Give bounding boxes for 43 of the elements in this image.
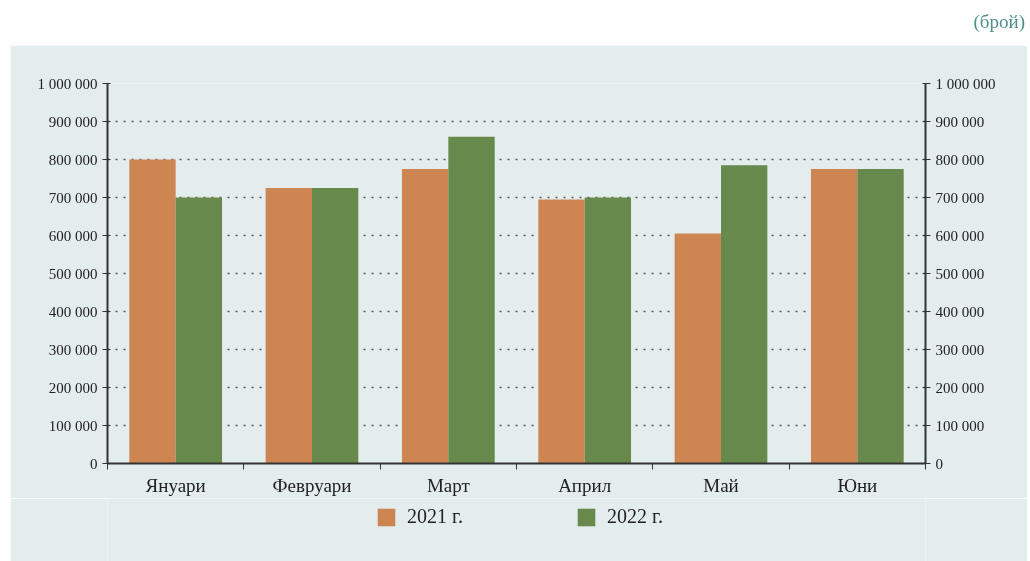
x-tick-label: Април xyxy=(558,474,612,496)
bar xyxy=(538,199,585,464)
y2-tick-label: 900 000 xyxy=(935,113,985,130)
y-tick-label: 800 000 xyxy=(48,151,98,168)
x-tick-label: Юни xyxy=(837,474,878,496)
bar xyxy=(129,159,176,464)
x-tick-label: Май xyxy=(703,474,739,496)
x-tick-label: Март xyxy=(426,474,471,496)
y-tick-label: 400 000 xyxy=(48,303,98,320)
y2-tick-label: 600 000 xyxy=(935,227,985,244)
bar xyxy=(265,188,312,464)
y2-tick-label: 1 000 000 xyxy=(935,75,996,92)
bar xyxy=(448,136,495,464)
y-tick-label: 600 000 xyxy=(48,227,98,244)
y2-axis-title: (брой) xyxy=(973,10,1025,34)
legend-label: 2021 г. xyxy=(407,505,463,528)
y-tick-label: 100 000 xyxy=(48,417,98,434)
y2-tick-label: 700 000 xyxy=(935,189,985,206)
y2-tick-label: 0 xyxy=(935,455,943,472)
y-tick-label: 200 000 xyxy=(48,379,98,396)
y2-tick-label: 800 000 xyxy=(935,151,985,168)
bar xyxy=(721,165,768,464)
x-tick-label: Февруари xyxy=(272,474,352,496)
y-tick-label: 0 xyxy=(90,455,98,472)
legend-label: 2022 г. xyxy=(606,505,663,528)
x-tick-label: Януари xyxy=(145,474,206,496)
y2-tick-label: 100 000 xyxy=(935,417,985,434)
bar xyxy=(674,233,721,464)
y2-tick-label: 500 000 xyxy=(935,265,985,282)
y-tick-label: 900 000 xyxy=(48,113,98,130)
y-tick-label: 300 000 xyxy=(48,341,98,358)
bar xyxy=(312,188,359,464)
y2-tick-label: 200 000 xyxy=(935,379,985,396)
y-tick-label: 1 000 000 xyxy=(37,75,98,92)
bar xyxy=(810,169,858,464)
bar xyxy=(857,169,904,464)
bar xyxy=(175,197,223,464)
bar xyxy=(584,197,632,464)
y-tick-label: 700 000 xyxy=(48,189,98,206)
y-tick-label: 500 000 xyxy=(48,265,98,282)
y2-tick-label: 300 000 xyxy=(935,341,985,358)
y2-tick-label: 400 000 xyxy=(935,303,985,320)
bar xyxy=(401,169,449,464)
